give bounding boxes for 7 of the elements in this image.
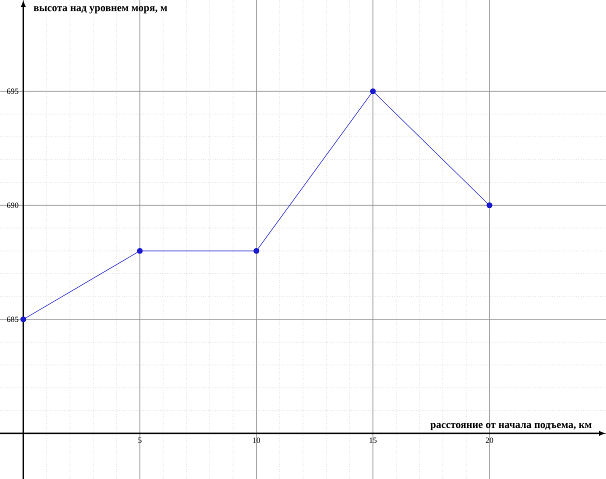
point bbox=[20, 316, 26, 322]
point bbox=[136, 248, 143, 254]
point bbox=[370, 88, 376, 94]
y-axis-title: высота над уровнем моря, м bbox=[34, 6, 168, 14]
point bbox=[253, 248, 260, 254]
point bbox=[486, 202, 492, 208]
x-axis-title: расстояние от начала подъема, км bbox=[430, 423, 592, 430]
